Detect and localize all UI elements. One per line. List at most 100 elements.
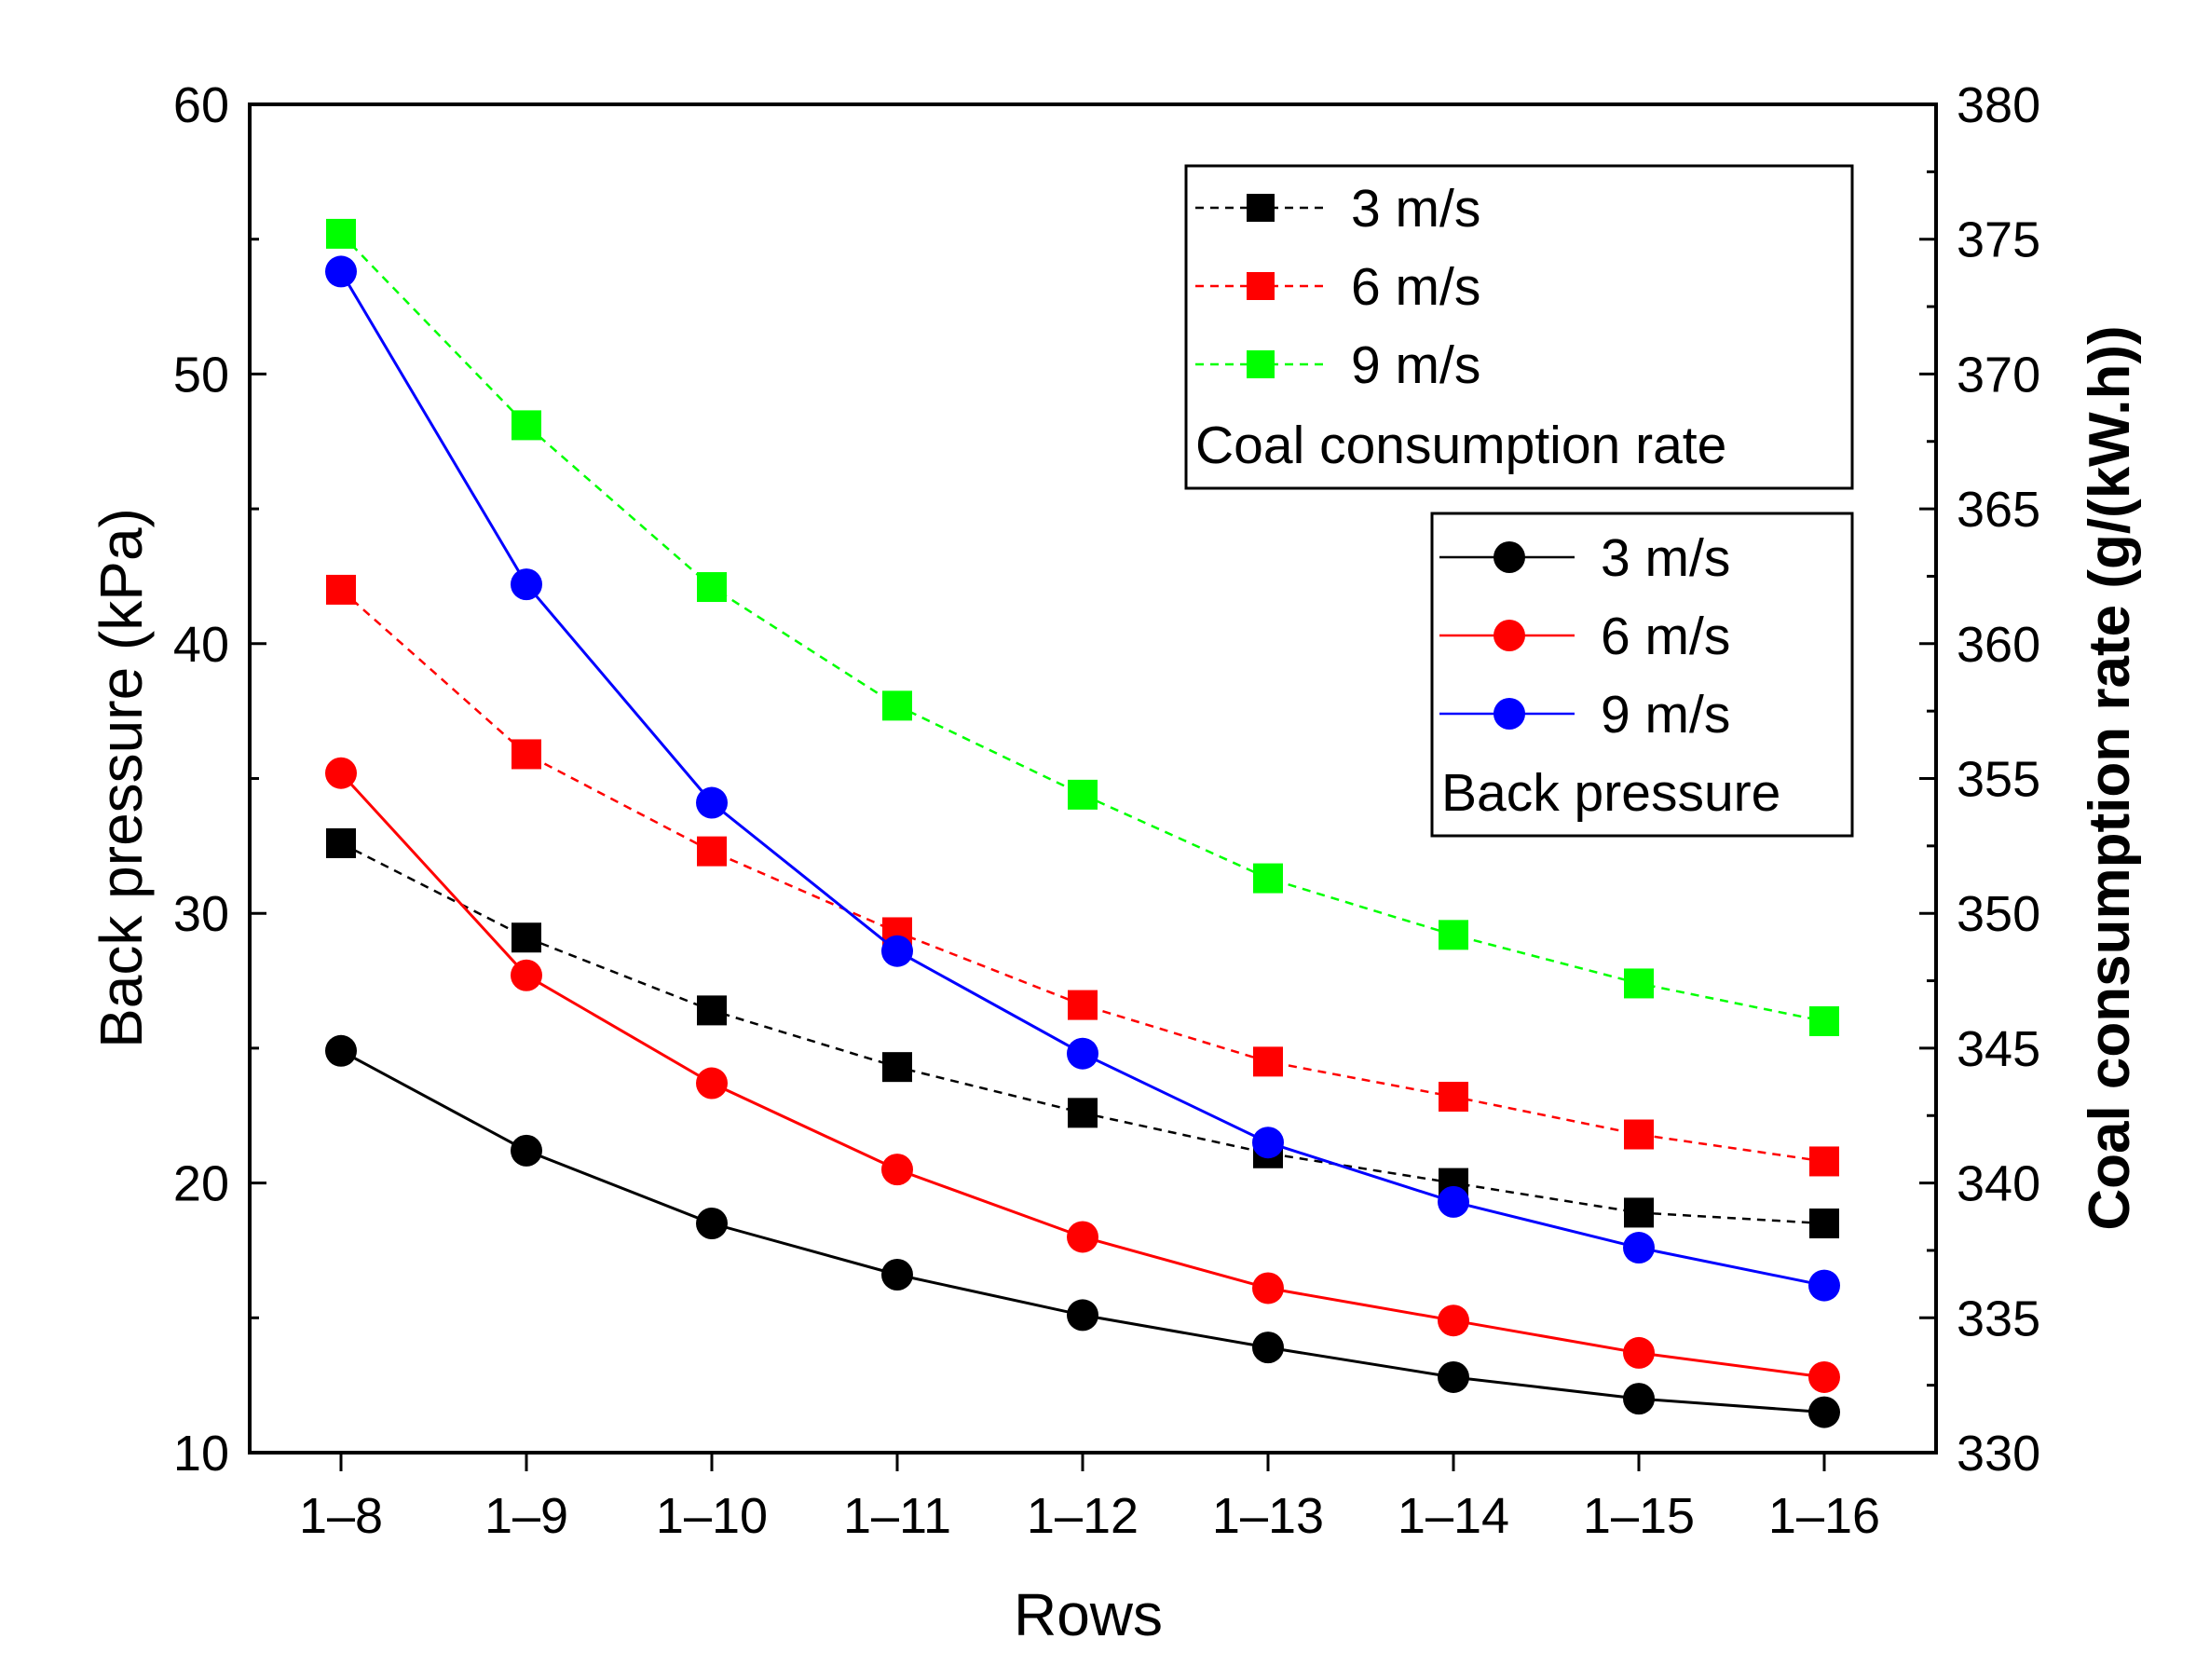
data-point-circle [1252,1127,1284,1159]
y-tick-label: 60 [173,77,229,133]
y-tick-label: 20 [173,1156,229,1212]
data-point-square [1439,1081,1468,1112]
data-point-square [1253,1046,1283,1077]
data-point-square [1624,1197,1654,1228]
series-back-pressure-6-m-s [325,757,1840,1393]
legend-coal-title: Coal consumption rate [1195,416,1726,475]
y2-tick-label: 340 [1957,1156,2040,1212]
data-point-circle [1067,1221,1098,1253]
series-coal-consumption-rate-9-m-s [326,218,1839,1036]
data-point-square [1809,1209,1839,1239]
data-point-square [1624,1119,1654,1150]
legend-coal-swatch-marker [1247,272,1275,300]
data-point-square [697,572,727,603]
data-point-circle [511,1134,542,1167]
y-tick-label: 50 [173,347,229,403]
y-tick-label: 10 [173,1426,229,1482]
legend-coal-label: 9 m/s [1351,335,1480,395]
y2-tick-label: 335 [1957,1291,2040,1346]
series-coal-consumption-rate-3-m-s [326,827,1839,1239]
legend-back-label: 9 m/s [1601,685,1730,744]
legend-back-label: 6 m/s [1601,607,1730,666]
data-point-circle [1067,1299,1098,1332]
y2-tick-label: 360 [1957,617,2040,673]
y2-tick-label: 375 [1957,212,2040,268]
data-point-square [326,218,356,249]
y2-axis-title: Coal consumption rate (g/(kW.h)) [2078,325,2142,1230]
series-layer [325,218,1840,1428]
legend-coal-label: 3 m/s [1351,179,1480,239]
data-point-circle [696,1067,728,1100]
data-point-square [1253,863,1283,894]
legend-back-entry: 9 m/s [1439,685,1730,744]
data-point-square [511,739,541,770]
data-point-square [882,1052,912,1083]
legend-coal-entry: 3 m/s [1195,179,1480,239]
legend-back-swatch-marker [1494,698,1525,730]
series-line [340,233,1825,1023]
data-point-circle [511,568,542,601]
data-point-circle [1438,1360,1469,1393]
legend-coal-label: 6 m/s [1351,257,1480,317]
data-point-circle [881,1258,913,1291]
legend-coal-frame [1184,164,1854,490]
x-tick-label: 1–16 [1768,1488,1880,1544]
data-point-square [326,574,356,605]
y2-tick-label: 370 [1957,347,2040,403]
data-point-circle [325,757,357,789]
data-point-square [511,410,541,441]
data-point-square [697,995,727,1026]
data-point-circle [325,1034,357,1067]
y2-tick-label: 345 [1957,1021,2040,1077]
y2-tick-label: 355 [1957,752,2040,808]
x-tick-label: 1–12 [1027,1488,1139,1544]
legend-coal-consumption: 3 m/s 6 m/s 9 m/s Coal consumption rate [1184,164,1854,490]
x-tick-label: 1–8 [299,1488,383,1544]
y2-tick-label: 365 [1957,482,2040,538]
series-back-pressure-9-m-s [325,255,1840,1302]
legend-back-swatch-marker [1494,620,1525,651]
x-axis-title: Rows [1014,1581,1163,1648]
y-axis-title: Back pressure (kPa) [88,508,155,1048]
data-point-square [1809,1005,1839,1036]
legend-coal-entry: 9 m/s [1195,335,1480,395]
data-point-circle [1808,1396,1840,1428]
data-point-circle [1808,1360,1840,1393]
x-tick-label: 1–9 [484,1488,568,1544]
data-point-circle [1067,1037,1098,1070]
data-point-square [697,836,727,867]
data-point-circle [511,959,542,991]
x-tick-label: 1–11 [843,1488,951,1544]
y2-tick-label: 380 [1957,77,2040,133]
x-tick-label: 1–14 [1398,1488,1509,1544]
legend-coal-entry: 6 m/s [1195,257,1480,317]
x-tick-label: 1–15 [1583,1488,1695,1544]
data-point-circle [696,786,728,819]
data-point-circle [1252,1332,1284,1364]
data-point-circle [325,255,357,288]
data-point-circle [1623,1336,1655,1369]
data-point-square [1068,990,1098,1020]
data-point-square [1624,968,1654,999]
data-point-circle [1438,1304,1469,1337]
x-tick-label: 1–13 [1212,1488,1324,1544]
data-point-circle [881,935,913,967]
data-point-square [511,922,541,953]
legend-coal-swatch-marker [1247,350,1275,378]
y-tick-label: 40 [173,617,229,673]
y2-tick-label: 350 [1957,886,2040,942]
data-point-square [326,827,356,858]
legend-coal-swatch-marker [1247,194,1275,222]
data-point-square [1809,1146,1839,1177]
ticks-layer: 10 20 30 40 50 60 330 335 340 345 350 355 360 365 370 3… [173,77,2040,1544]
legend-back-pressure: 3 m/s 6 m/s 9 m/s Back pressure [1430,512,1854,838]
y-tick-label: 30 [173,886,229,942]
data-point-square [1068,1098,1098,1128]
data-point-square [1439,920,1468,950]
data-point-circle [696,1208,728,1240]
data-point-circle [1623,1383,1655,1415]
series-line [339,772,1825,1379]
data-point-square [1068,779,1098,810]
legend-back-label: 3 m/s [1601,528,1730,588]
legend-back-entry: 6 m/s [1439,607,1730,666]
